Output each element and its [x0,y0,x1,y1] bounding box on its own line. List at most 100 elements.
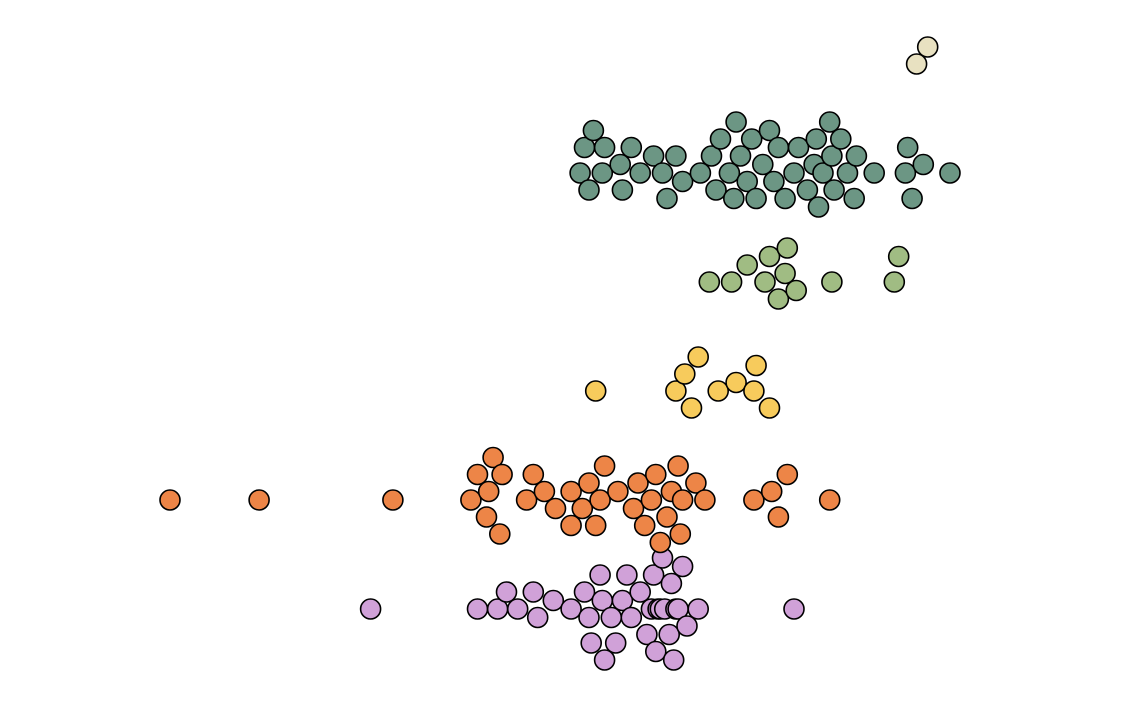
data-point [843,187,866,210]
data-point [700,145,723,167]
data-point [707,380,730,402]
data-point [578,472,600,494]
data-point [609,153,632,176]
data-point [589,489,611,511]
data-point [642,564,665,586]
data-point [894,162,917,184]
data-point [522,581,545,603]
data-point [821,145,843,167]
data-point [671,489,694,511]
data-point [620,136,643,159]
data-point [705,179,727,201]
data-point [475,506,498,528]
data-point [359,598,382,620]
data-point [477,480,500,503]
data-point [745,187,767,210]
data-point [506,598,529,620]
data-point [745,354,767,377]
data-point [751,153,774,176]
data-point [687,598,710,620]
data-point [656,187,678,210]
data-point [912,153,935,176]
data-point [660,572,683,595]
data-point [515,489,538,511]
data-point [829,128,852,150]
data-point [671,170,694,193]
data-point [658,623,681,646]
data-point [863,162,886,184]
data-point [725,371,747,394]
data-point [640,489,663,511]
series-3 [584,346,781,419]
data-point [622,497,645,520]
series-4 [698,237,910,310]
data-point [736,254,759,276]
data-point [248,489,270,511]
data-point [783,598,805,620]
data-point [593,649,616,671]
data-point [466,463,489,486]
data-point [580,632,603,654]
data-point [718,162,741,184]
data-point [722,187,745,210]
data-point [760,480,783,503]
data-point [560,514,582,537]
data-point [578,179,600,201]
data-point [687,346,710,368]
data-point [776,463,799,486]
data-point [482,446,504,469]
data-point [589,564,611,586]
data-point [611,589,634,612]
data-point [883,271,906,293]
data-point [796,179,819,201]
data-point [600,606,623,629]
data-point [582,119,605,142]
data-point [584,514,607,537]
data-point [743,380,765,402]
data-point [667,455,689,477]
data-point [939,162,961,184]
data-point [644,640,667,663]
data-point [725,111,747,133]
data-point [382,489,404,511]
data-point [698,271,721,293]
data-point [845,145,868,167]
data-point [709,128,732,150]
data-point [763,170,785,193]
data-point [593,136,616,159]
series-6 [905,36,939,75]
data-point [776,237,799,259]
data-point [629,162,652,184]
data-point [159,489,181,511]
data-point [656,506,678,528]
data-point [901,187,923,210]
data-point [526,606,549,629]
data-point [812,162,834,184]
data-point [607,480,629,503]
data-point [616,564,638,586]
data-point [620,606,643,629]
data-point [694,489,716,511]
data-point [758,397,781,419]
data-point [573,581,596,603]
data-point [488,523,511,545]
data-point [560,598,582,620]
data-point [571,497,594,520]
data-point [758,245,781,268]
data-point [720,271,743,293]
data-point [905,53,928,75]
data-point [754,271,776,293]
data-point [785,279,808,302]
data-point [665,380,687,402]
series-5 [569,111,961,218]
data-point [522,463,545,486]
data-point [669,523,692,545]
data-point [689,162,712,184]
data-point [774,187,796,210]
data-point [627,472,649,494]
data-point [887,245,910,268]
data-point [807,196,830,218]
data-point [823,179,845,201]
data-point [460,489,482,511]
